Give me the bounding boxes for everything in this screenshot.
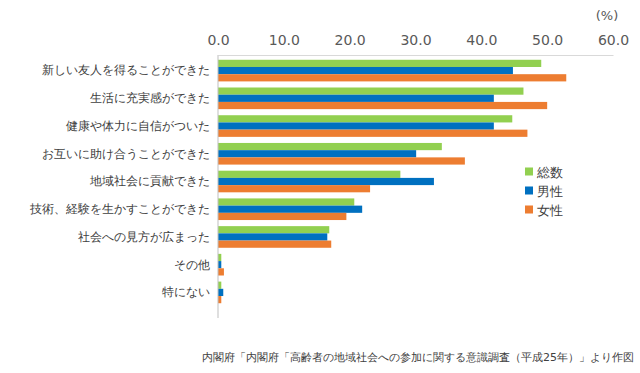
bar	[218, 178, 434, 185]
bar	[218, 122, 494, 129]
tick-label: お互いに助け合うことができた	[42, 147, 210, 161]
tick-label: 0.0	[207, 32, 229, 48]
tick: お互いに助け合うことができた	[42, 147, 218, 161]
bar	[218, 289, 223, 296]
legend-swatch	[525, 168, 533, 176]
tick: 10.0	[269, 32, 300, 55]
tick: 0.0	[207, 32, 229, 55]
bar	[218, 213, 346, 220]
tick: 40.0	[466, 32, 497, 55]
tick-label: 20.0	[335, 32, 366, 48]
tick-label: 60.0	[598, 32, 629, 48]
tick-label: 30.0	[400, 32, 431, 48]
axis-line	[219, 55, 614, 56]
legend-label: 女性	[537, 203, 563, 218]
tick: 地域社会に貢献できた	[89, 174, 218, 188]
tick-label: 生活に充実感ができた	[90, 91, 210, 105]
bar	[218, 102, 547, 109]
bar	[218, 206, 362, 213]
tick: 健康や体力に自信がついた	[66, 119, 218, 133]
legend-item: 総数	[525, 165, 563, 180]
series	[218, 67, 513, 296]
legend-swatch	[525, 206, 533, 214]
tick-label: 社会への見方が広まった	[78, 230, 210, 244]
chart: 0.0 10.0 20.0 30.0 40.0 50.0 60.0 新しい友人を得ることができ…	[0, 0, 640, 373]
tick: 50.0	[532, 32, 563, 55]
series	[218, 74, 566, 303]
legend-item: 女性	[525, 203, 563, 218]
tick-label: 新しい友人を得ることができた	[42, 63, 210, 77]
bar	[218, 233, 327, 240]
tick: 技術、経験を生かすことができた	[29, 202, 218, 216]
bars	[218, 60, 566, 303]
tick: 新しい友人を得ることができた	[42, 63, 218, 77]
bar	[218, 198, 354, 205]
tick: 30.0	[400, 32, 431, 55]
y-axis: 新しい友人を得ることができた生活に充実感ができた健康や体力に自信がついたお互いに…	[29, 55, 218, 318]
bar	[218, 185, 370, 192]
bar	[218, 67, 513, 74]
bar	[218, 60, 541, 67]
tick-label: 地域社会に貢献できた	[89, 174, 210, 188]
tick: 社会への見方が広まった	[78, 230, 218, 244]
bar	[218, 241, 331, 248]
tick: 20.0	[335, 32, 366, 55]
legend-label: 男性	[537, 184, 563, 199]
bar	[218, 88, 523, 95]
legend-swatch	[525, 187, 533, 195]
legend: 総数男性女性	[525, 165, 563, 218]
legend-item: 男性	[525, 184, 563, 199]
tick: 特にない	[162, 285, 218, 299]
bar	[218, 74, 566, 81]
tick-label: その他	[174, 258, 210, 272]
tick: その他	[174, 258, 218, 272]
legend-label: 総数	[536, 165, 563, 180]
tick-label: 特にない	[162, 285, 210, 299]
tick: 生活に充実感ができた	[90, 91, 218, 105]
bar	[218, 115, 512, 122]
bar	[218, 95, 494, 102]
tick-label: 40.0	[466, 32, 497, 48]
tick-label: 健康や体力に自信がついた	[66, 119, 210, 133]
bar	[218, 157, 465, 164]
bar	[218, 268, 224, 275]
bar	[218, 226, 329, 233]
tick: 60.0	[598, 32, 629, 55]
bar	[218, 143, 442, 150]
x-axis: 0.0 10.0 20.0 30.0 40.0 50.0 60.0	[207, 32, 629, 56]
tick-label: 50.0	[532, 32, 563, 48]
bar	[218, 130, 527, 137]
tick-label: 10.0	[269, 32, 300, 48]
axis-title: (%)	[596, 8, 619, 23]
tick-label: 技術、経験を生かすことができた	[29, 202, 210, 216]
axis-line	[218, 55, 219, 318]
annotation: 内閣府「内閣府「高齢者の地域社会への参加に関する意識調査（平成25年）」より作図	[202, 351, 634, 364]
series	[218, 60, 541, 289]
bar	[218, 171, 400, 178]
bar	[218, 150, 416, 157]
